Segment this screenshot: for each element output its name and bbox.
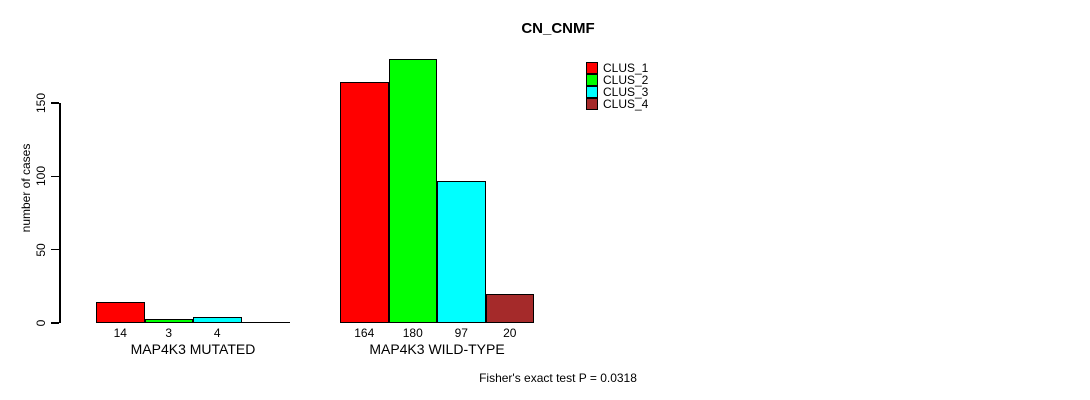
y-tick-label: 0 <box>34 319 48 327</box>
y-tick <box>51 322 59 324</box>
legend-item: CLUS_4 <box>586 98 648 110</box>
y-tick-label: 150 <box>34 92 48 114</box>
bar-value-label: 180 <box>402 326 423 340</box>
y-tick <box>51 248 59 251</box>
bar <box>388 59 437 323</box>
legend-label: CLUS_3 <box>603 85 649 99</box>
bar <box>96 302 145 323</box>
chart-title: CN_CNMF <box>521 20 595 37</box>
y-tick <box>51 175 59 178</box>
group-label: MAP4K3 MUTATED <box>130 341 256 357</box>
legend: CLUS_1 CLUS_2 CLUS_3 CLUS_4 <box>586 62 648 110</box>
group-label: MAP4K3 WILD-TYPE <box>369 341 505 357</box>
bar <box>485 293 534 323</box>
bar-value-label: 14 <box>113 326 127 340</box>
legend-swatch <box>586 86 598 98</box>
bar-value-label: 3 <box>165 326 173 340</box>
bar <box>437 180 486 323</box>
legend-label: CLUS_2 <box>603 73 649 87</box>
legend-item: CLUS_1 <box>586 62 648 74</box>
y-tick-label: 50 <box>34 242 48 257</box>
bar <box>193 317 242 323</box>
footer-annotation: Fisher's exact test P = 0.0318 <box>479 371 637 385</box>
zero-bar-line <box>241 322 290 323</box>
y-tick-label: 100 <box>34 166 48 187</box>
bar-value-label: 4 <box>213 326 221 340</box>
bar-value-label: 97 <box>454 326 468 340</box>
bar <box>340 82 389 323</box>
legend-item: CLUS_2 <box>586 74 648 86</box>
legend-swatch <box>586 74 598 86</box>
legend-swatch <box>586 62 598 74</box>
legend-label: CLUS_1 <box>603 61 649 75</box>
bar-value-label: 20 <box>503 326 517 340</box>
y-axis-label: number of cases <box>19 143 33 233</box>
y-axis-line <box>59 103 61 323</box>
y-tick <box>51 102 59 104</box>
legend-swatch <box>586 98 598 110</box>
bar <box>144 318 193 323</box>
legend-item: CLUS_3 <box>586 86 648 98</box>
bar-value-label: 164 <box>354 326 375 340</box>
legend-label: CLUS_4 <box>603 97 649 111</box>
